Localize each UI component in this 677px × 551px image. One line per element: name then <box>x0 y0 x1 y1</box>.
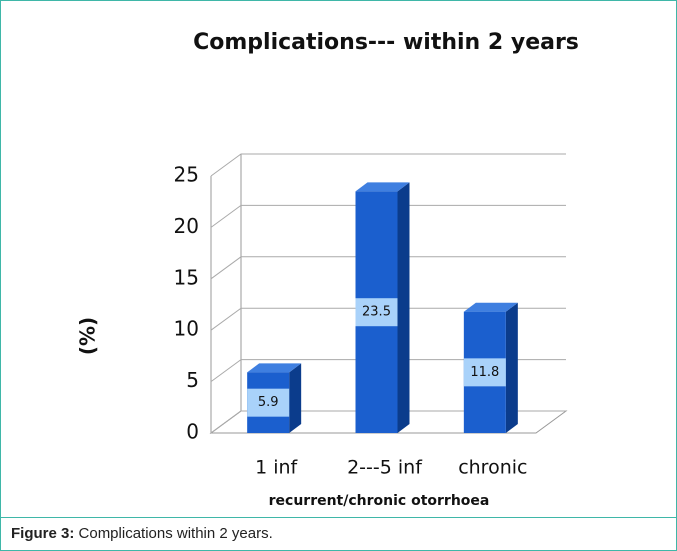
axis-wall <box>210 154 242 434</box>
grid-line <box>210 410 566 434</box>
x-tick-label: 2---5 inf <box>347 457 423 479</box>
grid-line <box>210 153 566 177</box>
chart-title: Complications--- within 2 years <box>193 30 579 55</box>
x-tick-label: 1 inf <box>255 457 298 479</box>
caption-text: Complications within 2 years. <box>78 525 273 542</box>
data-label: 5.9 <box>258 395 279 410</box>
chart: Complications--- within 2 years (%) recu… <box>76 30 579 509</box>
grid-line <box>210 359 566 383</box>
data-label-bg <box>247 388 290 417</box>
bar-top <box>463 302 518 312</box>
data-label-bg <box>463 358 506 387</box>
y-tick-label: 5 <box>186 368 199 392</box>
x-axis-label: recurrent/chronic otorrhoea <box>269 493 490 509</box>
caption-label: Figure 3: <box>11 525 75 542</box>
bar-top <box>355 182 410 192</box>
y-tick-label: 15 <box>174 265 199 289</box>
bar-side <box>397 182 410 433</box>
grid-line <box>210 256 566 280</box>
data-label: 23.5 <box>362 305 391 320</box>
bar-side <box>505 302 518 433</box>
y-axis-label: (%) <box>76 317 100 355</box>
bar-side <box>289 363 302 433</box>
separator <box>1 517 676 518</box>
y-tick-label: 10 <box>174 317 199 341</box>
data-label-bg <box>355 298 398 327</box>
grid-line <box>210 307 566 331</box>
caption: Figure 3: Complications within 2 years. <box>11 525 273 542</box>
y-tick-label: 25 <box>174 163 199 187</box>
y-tick-label: 20 <box>174 214 199 238</box>
x-tick-label: chronic <box>458 457 527 479</box>
bar-top <box>247 363 302 373</box>
y-tick-label: 0 <box>186 420 199 444</box>
grid-line <box>210 204 566 228</box>
data-label: 11.8 <box>470 365 499 380</box>
